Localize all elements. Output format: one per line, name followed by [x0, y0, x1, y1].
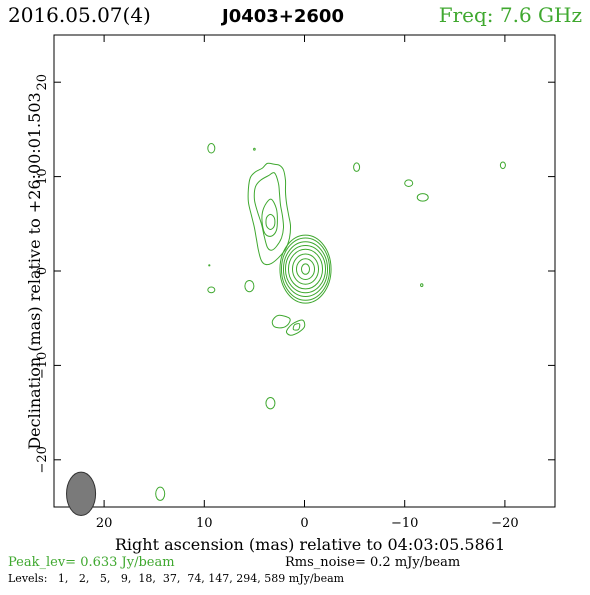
axis-ticks — [54, 35, 555, 507]
contour-jet-2 — [253, 172, 285, 251]
contour-comp-south-1 — [285, 319, 306, 336]
noise-contour — [265, 396, 276, 410]
y-tick-label: −10 — [35, 352, 50, 379]
contour-comp-south-inner — [292, 323, 301, 331]
noise-contour — [253, 147, 256, 151]
x-tick-label: 0 — [300, 516, 308, 531]
y-tick-label: 20 — [35, 74, 50, 91]
noise-contour — [353, 162, 361, 172]
noise-contour — [208, 264, 211, 267]
x-tick-label: −20 — [491, 516, 518, 531]
contour-group — [66, 143, 506, 516]
x-tick-label: −10 — [391, 516, 418, 531]
core-contour — [291, 253, 320, 285]
contour-levels: Levels: 1, 2, 5, 9, 18, 37, 74, 147, 294… — [8, 572, 345, 585]
plot-frame — [53, 34, 556, 508]
noise-contour — [499, 161, 506, 170]
y-axis-label: Declination (mas) relative to +26:00:01.… — [25, 92, 44, 449]
frequency-label: Freq: 7.6 GHz — [439, 3, 582, 27]
core-contour — [279, 234, 332, 304]
restoring-beam — [66, 471, 97, 516]
noise-contour — [207, 286, 216, 294]
peak-level: Peak_lev= 0.633 Jy/beam — [8, 555, 175, 570]
y-tick-label: 10 — [35, 168, 50, 185]
core-contour — [300, 263, 311, 275]
y-tick-label: 0 — [35, 267, 50, 275]
core-contour — [280, 237, 331, 301]
observation-date: 2016.05.07(4) — [8, 3, 151, 27]
contour-jet-3 — [261, 198, 278, 237]
rms-noise: Rms_noise= 0.2 mJy/beam — [285, 555, 460, 570]
contour-jet-4 — [265, 213, 276, 231]
x-axis-label: Right ascension (mas) relative to 04:03:… — [115, 535, 505, 554]
noise-contour — [404, 179, 414, 188]
noise-contour — [155, 486, 166, 501]
core-contour — [282, 241, 329, 297]
x-tick-label: 20 — [96, 516, 113, 531]
contour-comp-south-2 — [271, 314, 291, 329]
core-contour — [284, 245, 327, 294]
core-contour — [295, 258, 316, 280]
noise-contour — [244, 279, 255, 293]
contour-jet-outer — [247, 162, 292, 266]
y-tick-label: −20 — [35, 446, 50, 473]
noise-contour — [416, 193, 429, 202]
axis-tick-labels: 20 10 0 −10 −20 20 10 0 −10 −20 — [35, 74, 519, 531]
noise-contour — [207, 143, 216, 154]
x-tick-label: 10 — [196, 516, 213, 531]
core-contour — [287, 248, 324, 290]
noise-contour — [420, 283, 424, 288]
source-name: J0403+2600 — [220, 6, 344, 27]
